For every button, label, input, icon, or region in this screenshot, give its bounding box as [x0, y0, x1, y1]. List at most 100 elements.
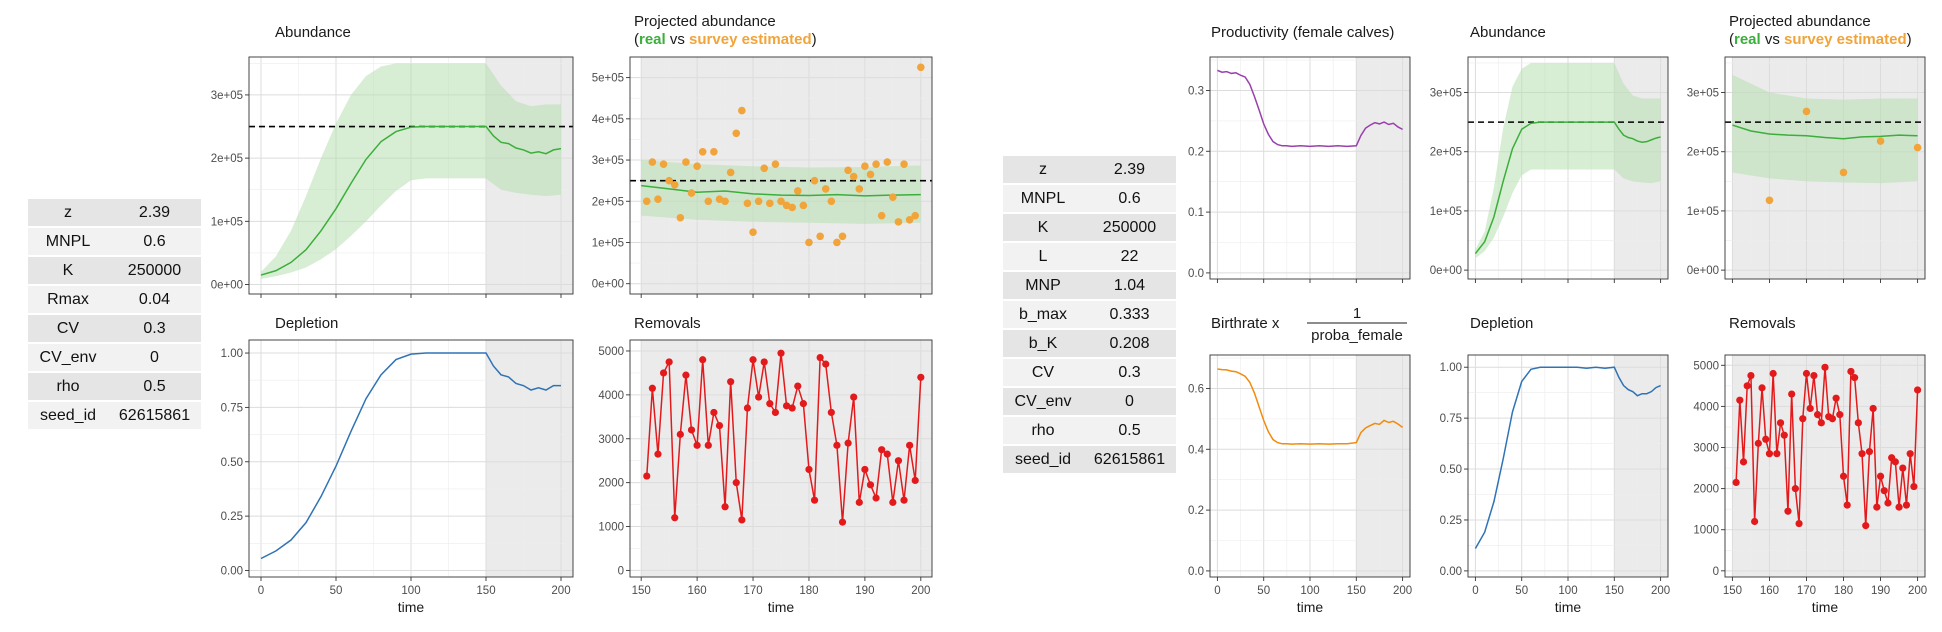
param-value: 0.3 — [1083, 359, 1176, 386]
data-point — [805, 465, 813, 474]
y-tick-label: 0.50 — [1440, 464, 1462, 476]
title-fraction-numerator: 1 — [1353, 305, 1361, 322]
param-value: 0 — [1083, 388, 1176, 415]
data-point — [883, 158, 892, 166]
data-point — [872, 160, 880, 168]
subtitle-text: vs — [666, 31, 689, 48]
data-point — [827, 408, 835, 417]
data-point — [738, 106, 746, 115]
param-name: seed_id — [1003, 446, 1083, 473]
series-line — [260, 125, 562, 276]
y-tick-label: 2e+05 — [1687, 147, 1719, 159]
param-row: L 22 — [1003, 243, 1176, 270]
y-tick-label: 3000 — [598, 434, 624, 446]
data-point — [665, 358, 673, 366]
data-point — [710, 148, 718, 156]
data-point — [917, 373, 925, 381]
data-point — [698, 148, 707, 156]
param-value: 250000 — [1083, 214, 1176, 241]
y-tick-label: 0.00 — [221, 565, 243, 577]
param-name: L — [1003, 243, 1083, 270]
data-point — [738, 516, 746, 524]
x-tick-label: 100 — [1300, 585, 1319, 597]
data-point — [1854, 419, 1862, 427]
chart-panel-L_abund: 0e+00 1e+05 2e+05 3e+05 Abundance — [211, 24, 574, 298]
param-name: rho — [1003, 417, 1083, 444]
y-tick-label: 0e+00 — [1687, 265, 1719, 277]
param-value: 0.333 — [1083, 301, 1176, 328]
data-point — [849, 172, 858, 181]
param-row: CV_env 0 — [28, 344, 201, 371]
y-tick-label: 0.2 — [1188, 505, 1204, 517]
data-point — [833, 441, 841, 449]
param-row: b_max 0.333 — [1003, 301, 1176, 328]
chart-panel-R_birth: 0.0 0.2 0.4 0.6 0 50 100 150 200 time Birthrate x 1… — [1188, 305, 1412, 615]
data-point — [1765, 196, 1774, 205]
data-point — [766, 400, 774, 408]
data-point — [1747, 371, 1755, 380]
x-axis-label: time — [768, 599, 795, 615]
data-point — [760, 164, 769, 173]
x-tick-label: 0 — [1472, 585, 1478, 597]
data-point — [1758, 384, 1766, 392]
param-row: b_K 0.208 — [1003, 330, 1176, 357]
x-tick-label: 200 — [1651, 585, 1670, 597]
data-point — [1851, 374, 1859, 382]
param-row: rho 0.5 — [28, 373, 201, 400]
data-point — [1832, 394, 1840, 402]
projection-period-shading — [1614, 355, 1668, 577]
y-tick-label: 0 — [1713, 566, 1719, 578]
x-tick-label: 160 — [688, 585, 707, 597]
param-value: 0.6 — [1083, 185, 1176, 212]
data-point — [833, 238, 841, 247]
param-row: CV 0.3 — [1003, 359, 1176, 386]
data-point — [693, 441, 701, 449]
y-tick-label: 0.25 — [1440, 515, 1462, 527]
data-point — [793, 187, 802, 195]
panel-title: Depletion — [1470, 315, 1533, 332]
panel-subtitle: (real vs survey estimated) — [1729, 31, 1912, 48]
panel-title: Productivity (female calves) — [1211, 24, 1394, 41]
chart-panel-L_proj: 0e+00 1e+05 2e+05 3e+05 4e+05 5e+05 Projected … — [592, 13, 933, 298]
x-tick-label: 200 — [911, 585, 930, 597]
x-tick-label: 150 — [1605, 585, 1624, 597]
data-point — [676, 213, 685, 222]
param-name: CV — [28, 315, 108, 342]
y-tick-label: 5e+05 — [592, 73, 624, 85]
data-point — [1839, 168, 1848, 177]
chart-panel-L_depl: 0.00 0.25 0.50 0.75 1.00 0 50 100 150 200 time Depl… — [221, 315, 574, 615]
data-point — [659, 369, 668, 377]
panel-title: Depletion — [275, 315, 338, 332]
data-point — [877, 211, 886, 220]
param-value: 22 — [1083, 243, 1176, 270]
data-point — [665, 176, 673, 185]
data-point — [715, 421, 724, 430]
y-tick-label: 0.3 — [1188, 85, 1204, 97]
param-value: 0.6 — [108, 228, 201, 255]
data-point — [1802, 369, 1811, 378]
data-point — [900, 160, 908, 168]
subtitle-text: ) — [812, 31, 817, 48]
param-name: b_K — [1003, 330, 1083, 357]
y-tick-label: 5000 — [1693, 360, 1719, 372]
data-point — [855, 498, 863, 506]
panel-border — [629, 56, 933, 295]
data-point — [1876, 137, 1885, 145]
data-point — [1762, 435, 1770, 443]
data-point — [838, 518, 847, 526]
data-point — [799, 201, 808, 210]
x-tick-label: 150 — [476, 585, 495, 597]
param-value: 0 — [108, 344, 201, 371]
param-row: K 250000 — [28, 257, 201, 284]
x-tick-label: 50 — [1515, 585, 1528, 597]
chart-panel-R_proj: 0e+00 1e+05 2e+05 3e+05 Projected abundance(… — [1687, 13, 1926, 283]
x-tick-label: 180 — [799, 585, 818, 597]
x-tick-label: 180 — [1834, 585, 1853, 597]
data-point — [1876, 472, 1885, 480]
param-name: z — [1003, 156, 1083, 183]
param-row: z 2.39 — [28, 199, 201, 226]
data-point — [727, 378, 735, 386]
data-point — [855, 185, 864, 193]
data-point — [771, 408, 780, 417]
param-row: seed_id 62615861 — [1003, 446, 1176, 473]
